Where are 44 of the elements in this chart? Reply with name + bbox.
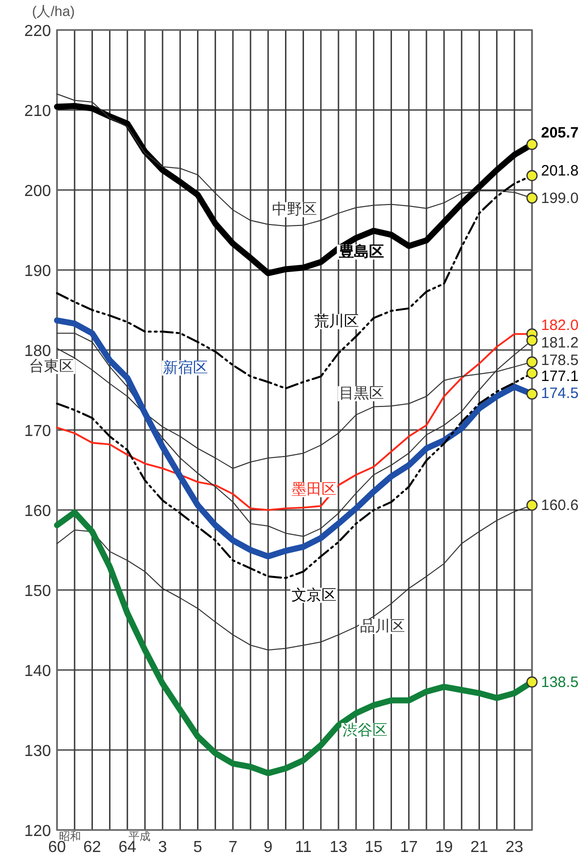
- x-tick-label: 21: [470, 839, 488, 856]
- x-tick-label: 15: [364, 839, 383, 856]
- x-tick-label: 23: [506, 839, 524, 856]
- y-tick-label: 160: [24, 503, 52, 520]
- data-label: 178.5: [541, 352, 579, 369]
- data-label: 201.8: [541, 162, 579, 180]
- series-label: 品川区: [360, 618, 405, 635]
- x-tick-label: 13: [330, 839, 348, 856]
- series-label: 豊島区: [338, 244, 384, 261]
- data-label: 205.7: [541, 124, 579, 142]
- x-tick-label: 5: [193, 839, 202, 856]
- series-label: 中野区: [272, 201, 317, 218]
- x-tick-label: 11: [294, 839, 312, 856]
- y-tick-label: 150: [24, 583, 52, 600]
- data-label: 138.5: [541, 674, 579, 691]
- x-tick-label: 62: [83, 839, 102, 856]
- y-tick-label: 130: [24, 743, 52, 760]
- data-label: 160.6: [541, 497, 579, 514]
- x-tick-label: 7: [228, 839, 238, 856]
- series-label: 荒川区: [314, 313, 360, 330]
- x-tick-label: 9: [264, 839, 273, 856]
- y-tick-label: 140: [24, 663, 52, 680]
- series-label: 文京区: [291, 586, 336, 604]
- data-label: 199.0: [541, 190, 579, 207]
- y-tick-label: 200: [24, 183, 52, 200]
- y-tick-label: 170: [24, 423, 52, 440]
- series-label: 台東区: [29, 358, 74, 375]
- data-label: 182.0: [541, 317, 579, 334]
- data-label: 177.1: [541, 368, 579, 386]
- y-tick-label: 120: [24, 823, 52, 840]
- x-tick-label: 3: [158, 839, 168, 856]
- text: 新宿区: [162, 360, 208, 377]
- data-label: 174.5: [541, 385, 579, 402]
- series-label: 墨田区: [291, 481, 336, 498]
- y-tick-label: 180: [24, 343, 52, 360]
- y-axis-title: (人/ha): [32, 3, 75, 19]
- data-label: 181.2: [541, 334, 579, 352]
- y-tick-label: 190: [24, 263, 52, 280]
- x-tick-label: 19: [435, 839, 454, 856]
- series-label: 渋谷区: [342, 722, 388, 739]
- series-label: 目黒区: [338, 385, 384, 402]
- y-tick-label: 210: [24, 103, 52, 120]
- y-tick-label: 220: [24, 23, 52, 40]
- x-tick-label: 17: [400, 839, 418, 856]
